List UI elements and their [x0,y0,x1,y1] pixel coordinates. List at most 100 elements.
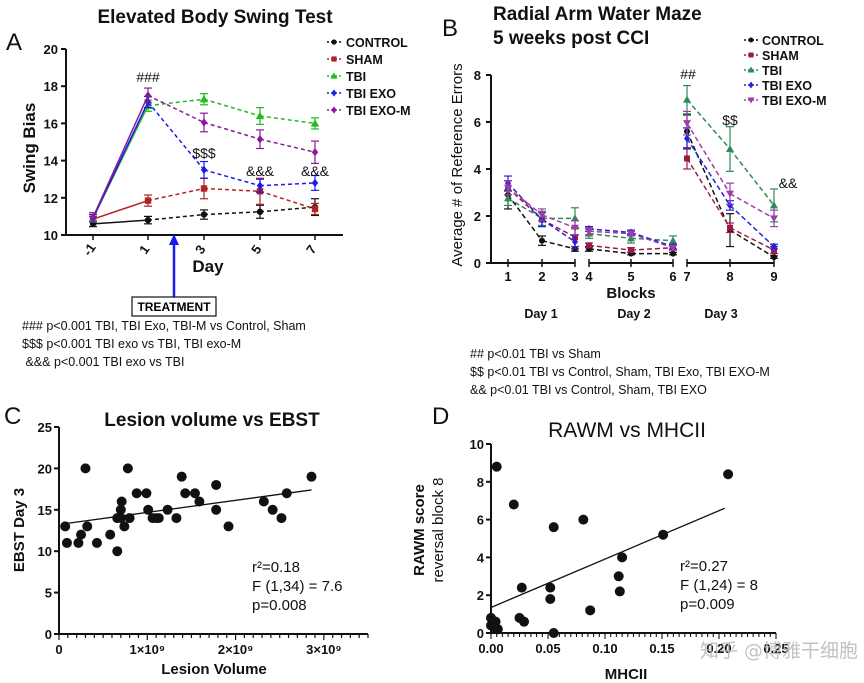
chart-a-series-line [92,219,149,225]
chart-a-series-line [147,213,205,221]
chart-a-point [200,211,208,218]
chart-b-series-line [588,232,632,240]
chart-c-ylabel: EBST Day 3 [11,488,28,572]
chart-a-series-line [147,94,205,124]
chart-d-x-tick-label: 0.05 [535,641,560,656]
chart-a-series-line [203,211,261,216]
chart-b-point [627,230,635,238]
chart-c-point [143,504,154,515]
chart-d-point [613,571,624,582]
chart-a-ylabel: Swing Bias [20,103,39,194]
chart-a-series-line [92,95,149,218]
chart-a-legend-marker [331,106,337,114]
chart-b-series-line [507,194,543,242]
chart-b-point [670,250,676,257]
chart-d-x-tick-label: 0.10 [592,641,617,656]
chart-a-annotation: &&& [246,163,275,179]
chart-b-series-line [729,204,775,248]
chart-a-point [144,216,152,224]
chart-b-legend-label: TBI EXO-M [762,94,827,108]
chart-c-x-tick-label: 1×10⁹ [130,642,165,657]
chart-d-point [658,529,669,540]
chart-d-stat: p=0.009 [680,596,735,613]
chart-c-point [176,471,187,482]
chart-c-point [115,504,126,515]
chart-d-point [545,593,556,604]
chart-d-title: RAWM vs MHCII [548,419,706,442]
chart-a-x-tick-label: 5 [248,242,264,257]
panel-letter-a: A [6,29,22,56]
chart-b-x-tick-label: 5 [627,269,634,284]
chart-b-point [726,145,734,153]
chart-b-series-line [588,228,632,234]
chart-b-series-line [686,138,731,206]
chart-b-x-tick-label: 7 [683,269,690,284]
chart-b-series-line [541,218,576,243]
chart-b-point [669,244,677,252]
chart-c-xlabel: Lesion Volume [161,661,267,678]
chart-a-point [199,95,209,103]
chart-d-y-tick-label: 0 [477,626,484,641]
chart-b-legend-marker [747,66,755,73]
chart-d-y-tick-label: 4 [477,550,485,565]
chart-b-series-line [729,193,775,220]
chart-c-point [194,496,205,507]
chart-a-point [200,165,208,175]
chart-c-y-tick-label: 5 [45,586,52,601]
chart-c-point [105,529,116,540]
chart-a-annotation: ### [136,69,160,85]
chart-c-point [211,504,222,515]
chart-b-series-line [729,227,775,251]
chart-d-point [617,552,628,563]
chart-b-title-line2: 5 weeks post CCI [493,28,649,49]
chart-b-point [770,201,778,209]
chart-d-x-tick-label: 0.00 [478,641,503,656]
chart-d-ylabel-line2: reversal block 8 [430,477,447,582]
chart-b-point [628,247,634,254]
chart-b-xlabel: Blocks [606,285,655,302]
chart-c-stat: p=0.008 [252,597,307,614]
panel-letter-c: C [4,403,21,430]
chart-a-series-line [203,121,261,140]
chart-c-point [306,471,317,482]
chart-c-regression-line [63,489,312,525]
chart-a-legend-label: CONTROL [346,36,408,50]
chart-d-x-tick-label: 0.20 [706,641,731,656]
chart-b-series-line [588,244,632,251]
chart-b-legend-marker [747,97,755,104]
chart-c-y-tick-label: 25 [38,420,52,435]
chart-c-y-tick-label: 20 [38,461,52,476]
chart-b-legend-marker [748,81,754,89]
chart-a-y-tick-label: 20 [44,42,58,57]
chart-b-y-tick-label: 8 [474,68,481,83]
chart-a-series-line [147,98,205,107]
chart-c-point [91,537,102,548]
chart-b-day-label: Day 1 [524,307,557,321]
treatment-arrow-head-icon [169,234,179,245]
chart-a-series-line [259,115,316,125]
chart-b-legend-label: CONTROL [762,34,824,48]
chart-b-point [586,242,592,249]
chart-b-point [572,237,578,246]
chart-a-point [256,208,264,215]
chart-a-series-line [259,138,316,153]
chart-a-point [144,91,152,100]
chart-a-series-line [147,101,205,171]
chart-b-series-line [507,182,543,221]
chart-d-point [492,624,503,635]
note-a-1: ### p<0.001 TBI, TBI Exo, TBI-M vs Contr… [22,319,306,333]
chart-b-x-tick-label: 1 [504,269,511,284]
chart-a: 10 12 14 16 18 20 -1 1 3 5 7 ### $$$ &&& &&& CONTROL SHA… [44,36,411,258]
chart-d-point [516,582,527,593]
chart-a-y-tick-label: 16 [44,116,58,131]
chart-a-y-tick-label: 12 [44,191,58,206]
chart-d-y-tick-label: 10 [470,437,484,452]
chart-c-point [61,537,72,548]
note-b-3: && p<0.01 TBI vs Control, Sham, TBI EXO [470,383,707,397]
treatment-box [131,296,217,317]
chart-c-x-tick-label: 3×10⁹ [306,642,341,657]
chart-a-point [256,135,264,144]
chart-a-series-line [147,187,205,202]
chart-b-point [684,134,690,143]
